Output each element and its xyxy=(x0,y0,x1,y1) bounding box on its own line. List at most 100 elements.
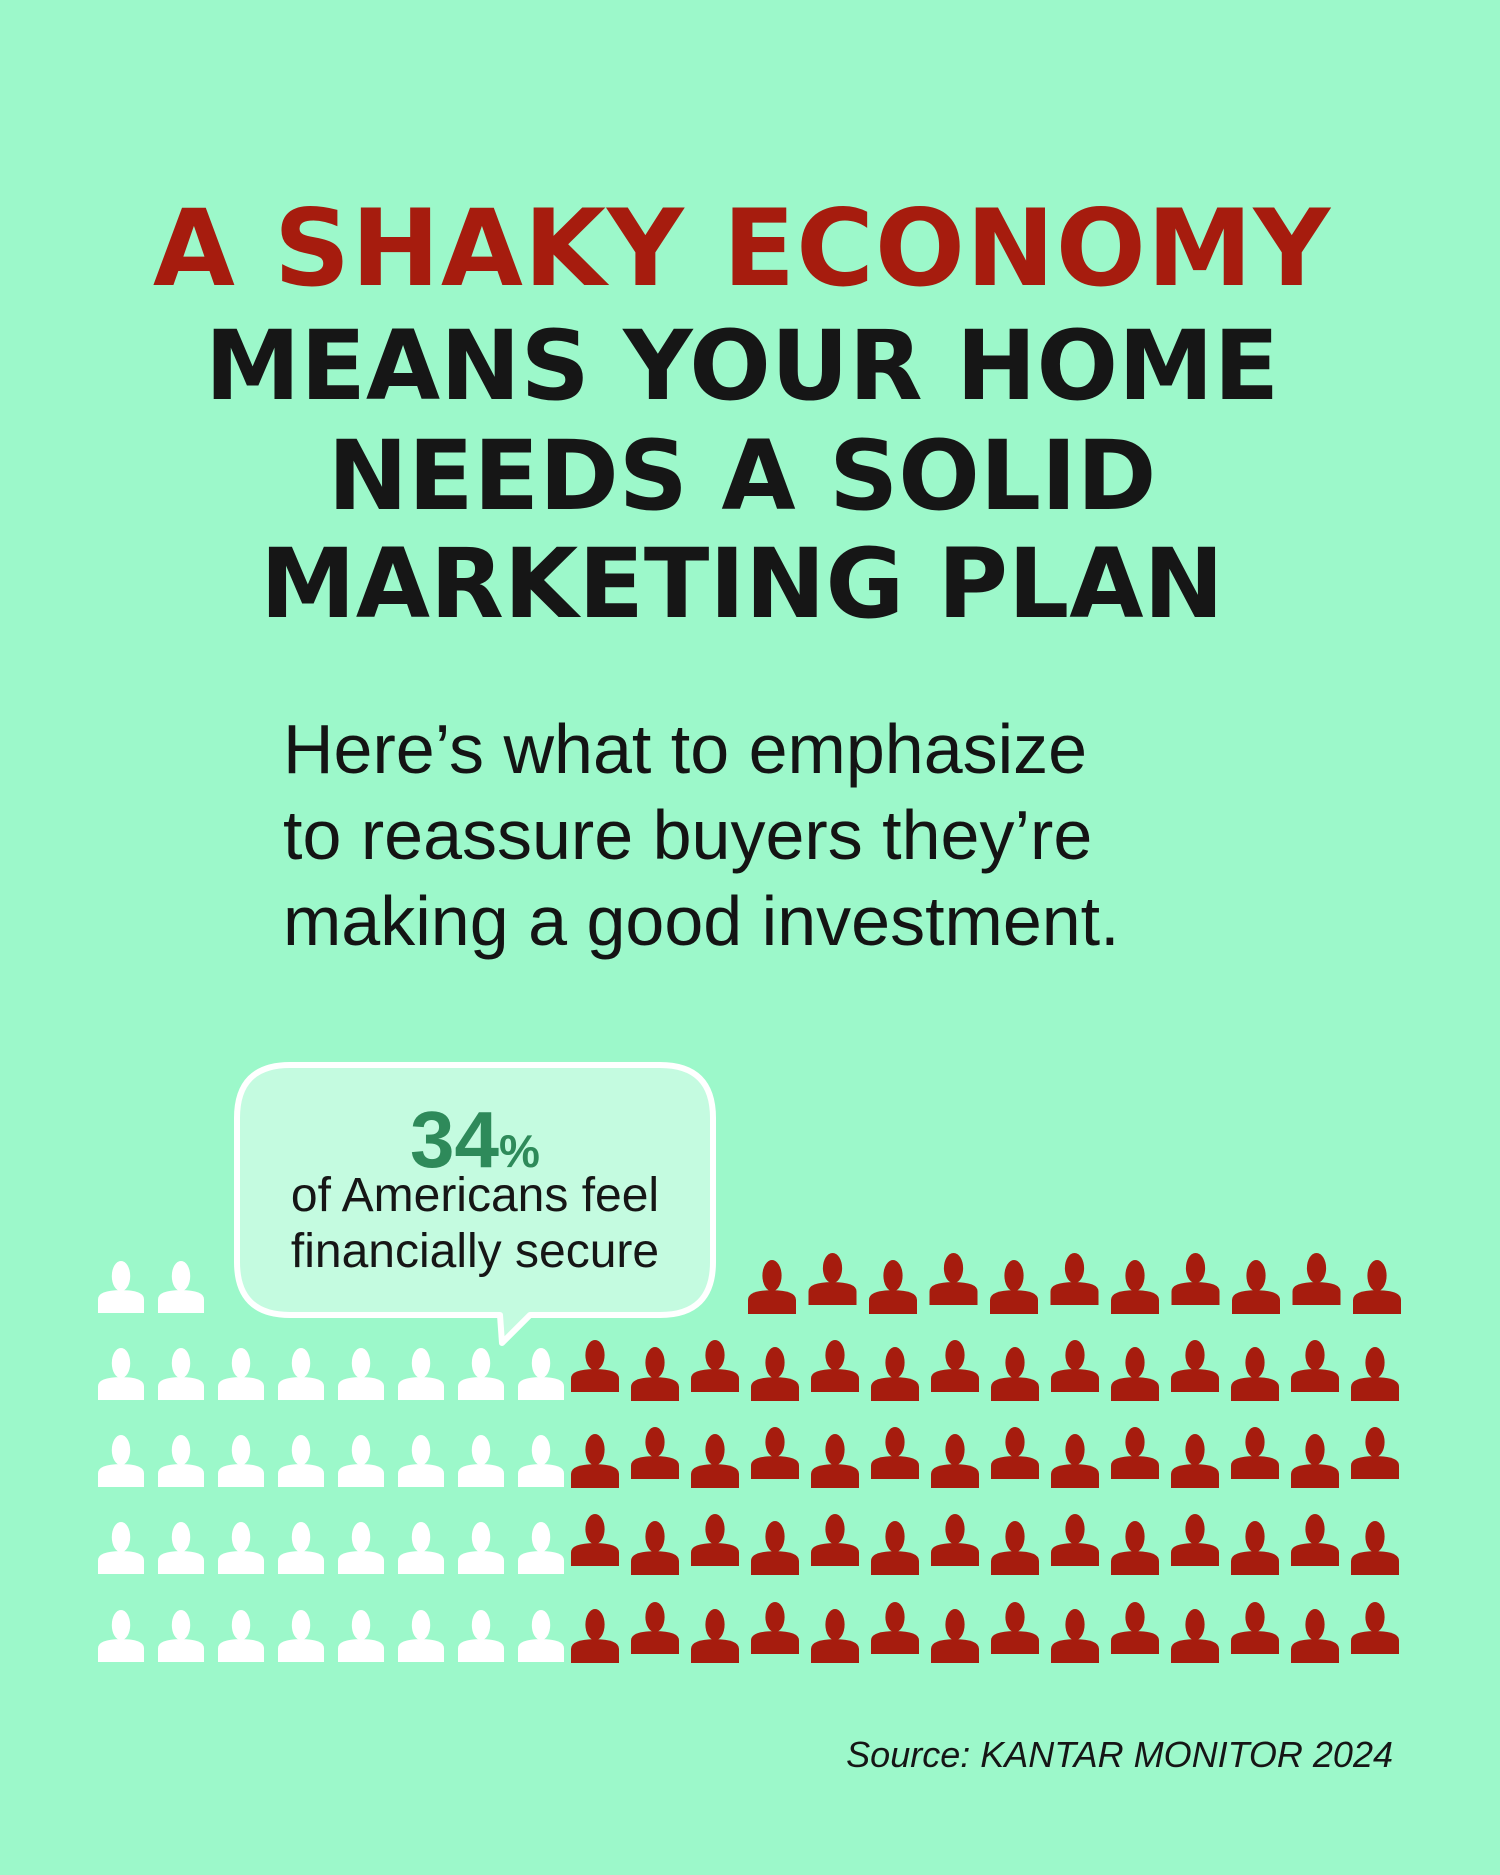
person-icon-not-secure xyxy=(1353,1260,1401,1314)
person-icon-not-secure xyxy=(571,1340,619,1392)
person-icon-secure xyxy=(338,1522,384,1574)
person-icon-not-secure xyxy=(1351,1427,1399,1479)
subheadline: Here’s what to emphasize to reassure buy… xyxy=(283,706,1120,964)
person-icon-not-secure xyxy=(1351,1602,1399,1654)
person-icon-not-secure xyxy=(1351,1521,1399,1575)
person-icon-secure xyxy=(98,1522,144,1574)
person-icon-secure xyxy=(338,1348,384,1400)
person-icon-not-secure xyxy=(808,1253,857,1305)
person-icon-not-secure xyxy=(751,1347,799,1401)
person-icon-not-secure xyxy=(631,1521,679,1575)
person-icon-not-secure xyxy=(691,1434,739,1488)
person-icon-secure xyxy=(158,1435,204,1487)
headline-line-3: NEEDS A SOLID xyxy=(327,420,1157,532)
callout-line-2: financially secure xyxy=(290,1225,660,1278)
person-icon-not-secure xyxy=(931,1340,979,1392)
person-icon-not-secure xyxy=(991,1427,1039,1479)
headline-line-1: A SHAKY ECONOMY xyxy=(152,187,1332,310)
person-icon-secure xyxy=(518,1522,564,1574)
person-icon-secure xyxy=(98,1435,144,1487)
person-icon-not-secure xyxy=(631,1427,679,1479)
percent-stat: 34% xyxy=(236,1094,714,1186)
person-icon-not-secure xyxy=(1231,1347,1279,1401)
person-icon-not-secure xyxy=(1291,1514,1339,1566)
person-icon-not-secure xyxy=(871,1427,919,1479)
person-icon-secure xyxy=(398,1348,444,1400)
person-icon-not-secure xyxy=(811,1514,859,1566)
person-icon-not-secure xyxy=(1232,1260,1280,1314)
person-icon-secure xyxy=(398,1522,444,1574)
person-icon-secure xyxy=(98,1261,144,1313)
person-icon-secure xyxy=(338,1435,384,1487)
person-icon-secure xyxy=(98,1348,144,1400)
person-icon-secure xyxy=(158,1610,204,1662)
person-icon-not-secure xyxy=(811,1609,859,1663)
person-icon-not-secure xyxy=(871,1521,919,1575)
person-icon-secure xyxy=(278,1435,324,1487)
person-icon-not-secure xyxy=(1171,1609,1219,1663)
person-icon-secure xyxy=(278,1348,324,1400)
person-icon-not-secure xyxy=(1231,1427,1279,1479)
person-icon-not-secure xyxy=(751,1602,799,1654)
person-icon-not-secure xyxy=(571,1434,619,1488)
person-icon-not-secure xyxy=(871,1347,919,1401)
person-icon-not-secure xyxy=(1111,1602,1159,1654)
person-icon-secure xyxy=(398,1435,444,1487)
person-icon-not-secure xyxy=(1292,1253,1341,1305)
person-icon-not-secure xyxy=(571,1609,619,1663)
person-icon-not-secure xyxy=(1291,1434,1339,1488)
person-icon-not-secure xyxy=(1051,1340,1099,1392)
subheadline-line-2: to reassure buyers they’re xyxy=(283,796,1093,874)
person-icon-secure xyxy=(398,1610,444,1662)
person-icon-not-secure xyxy=(991,1521,1039,1575)
person-icon-not-secure xyxy=(991,1602,1039,1654)
subheadline-line-1: Here’s what to emphasize xyxy=(283,710,1088,788)
person-icon-not-secure xyxy=(691,1609,739,1663)
person-icon-not-secure xyxy=(991,1347,1039,1401)
person-icon-secure xyxy=(158,1348,204,1400)
person-icon-not-secure xyxy=(1111,1521,1159,1575)
person-icon-not-secure xyxy=(631,1602,679,1654)
person-icon-not-secure xyxy=(1171,1434,1219,1488)
person-icon-not-secure xyxy=(1351,1347,1399,1401)
person-icon-not-secure xyxy=(990,1260,1038,1314)
person-icon-not-secure xyxy=(811,1340,859,1392)
person-icon-not-secure xyxy=(1051,1609,1099,1663)
person-icon-not-secure xyxy=(931,1434,979,1488)
headline-line-4: MARKETING PLAN xyxy=(260,528,1224,640)
person-icon-secure xyxy=(458,1610,504,1662)
person-icon-secure xyxy=(218,1348,264,1400)
percent-number: 34 xyxy=(410,1095,500,1184)
callout-line-1: of Americans feel xyxy=(290,1169,660,1222)
percent-sign: % xyxy=(499,1125,540,1177)
person-icon-not-secure xyxy=(691,1340,739,1392)
person-icon-not-secure xyxy=(871,1602,919,1654)
person-icon-not-secure xyxy=(1171,1253,1220,1305)
person-icon-secure xyxy=(518,1610,564,1662)
person-icon-secure xyxy=(458,1348,504,1400)
source-note: Source: KANTAR MONITOR 2024 xyxy=(846,1734,1393,1775)
subheadline-line-3: making a good investment. xyxy=(283,882,1120,960)
person-icon-not-secure xyxy=(811,1434,859,1488)
person-icon-secure xyxy=(278,1522,324,1574)
person-icon-secure xyxy=(458,1435,504,1487)
person-icon-not-secure xyxy=(929,1253,978,1305)
person-icon-not-secure xyxy=(1111,1427,1159,1479)
person-icon-not-secure xyxy=(748,1260,796,1314)
person-icon-not-secure xyxy=(631,1347,679,1401)
person-icon-secure xyxy=(158,1522,204,1574)
person-icon-not-secure xyxy=(1231,1521,1279,1575)
person-icon-not-secure xyxy=(751,1521,799,1575)
person-icon-not-secure xyxy=(1050,1253,1099,1305)
person-icon-secure xyxy=(458,1522,504,1574)
person-icon-secure xyxy=(218,1610,264,1662)
person-icon-secure xyxy=(518,1348,564,1400)
headline-line-2: MEANS YOUR HOME xyxy=(204,310,1280,422)
person-icon-not-secure xyxy=(869,1260,917,1314)
person-icon-not-secure xyxy=(1291,1340,1339,1392)
person-icon-secure xyxy=(218,1435,264,1487)
person-icon-not-secure xyxy=(931,1609,979,1663)
person-icon-secure xyxy=(218,1522,264,1574)
